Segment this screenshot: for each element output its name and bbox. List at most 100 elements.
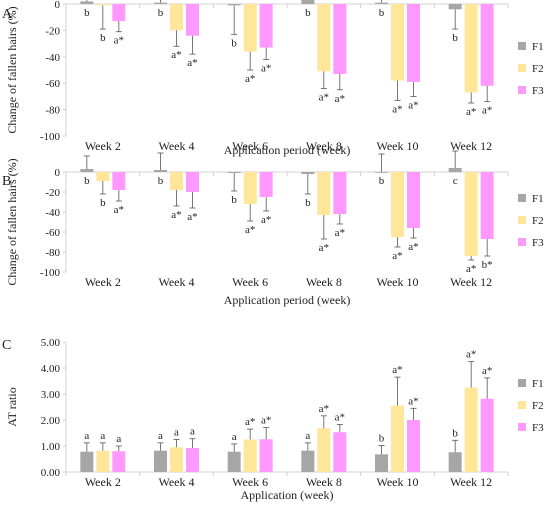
legend-swatch-f3 [518,423,526,431]
significance-label: a* [114,204,124,216]
legend-swatch-f3 [518,238,526,246]
bar-f2 [243,172,257,204]
legend-swatch-f1 [518,42,526,50]
panel-label: A [2,7,13,22]
category-label: Week 6 [232,139,268,153]
y-tick-label: -20 [45,25,60,37]
bar-f2 [96,172,110,181]
category-label: Week 12 [450,139,492,153]
legend-swatch-f2 [518,401,526,409]
bar-f2 [391,172,404,237]
bar-f2 [464,387,478,472]
legend-swatch-f2 [518,64,526,72]
category-label: Week 12 [450,475,492,489]
bar-f3 [333,172,347,214]
category-label: Week 4 [158,275,194,289]
bar-f2 [170,4,183,31]
y-axis-label: Change of fallen hairs (%) [5,158,19,285]
y-tick-label: 0 [55,0,61,11]
significance-label: a* [392,250,402,262]
category-label: Week 2 [85,275,121,289]
category-label: Week 10 [376,275,418,289]
bar-f1 [448,452,462,472]
bar-f3 [480,4,494,86]
significance-label: b [158,175,164,187]
significance-label: a [84,430,89,442]
x-axis-label: Application period (week) [224,143,351,157]
significance-label: a* [392,364,402,376]
significance-label: a* [245,224,255,236]
significance-label: a* [261,214,271,226]
significance-label: a* [319,403,329,415]
significance-label: a* [245,73,255,85]
significance-label: b [158,7,164,19]
y-tick-label: 4.00 [41,363,61,375]
significance-label: b [452,427,458,439]
bar-f3 [480,398,494,472]
category-label: Week 4 [158,139,194,153]
panel-label: B [2,174,11,189]
y-tick-label: 3.00 [41,389,61,401]
bar-f3 [259,439,273,472]
legend-label: F1 [532,41,544,53]
significance-label: a* [408,395,418,407]
y-axis-label: AT ratio [5,387,19,426]
significance-label: a [116,433,121,445]
y-tick-label: -100 [40,267,61,279]
bar-f1 [375,2,388,4]
legend-swatch-f2 [518,216,526,224]
bar-f1 [227,172,241,173]
bar-f3 [480,172,494,239]
legend-swatch-f3 [518,86,526,94]
significance-label: b [305,197,311,209]
y-tick-label: -60 [45,78,60,90]
significance-label: a* [466,263,476,275]
significance-label: a* [187,57,197,69]
legend-label: F3 [532,237,544,249]
bar-f3 [112,172,126,190]
bar-f3 [333,4,347,74]
significance-label: a* [319,242,329,254]
significance-label: a* [335,227,345,239]
y-tick-label: 0 [55,167,61,179]
bar-f1 [301,450,315,472]
significance-label: a* [408,241,418,253]
bar-f2 [243,439,257,472]
significance-label: a [158,430,163,442]
bar-f3 [186,172,199,192]
category-label: Week 10 [376,475,418,489]
significance-label: a [100,430,105,442]
category-label: Week 2 [85,139,121,153]
legend-swatch-f1 [518,194,526,202]
significance-label: a* [392,103,402,115]
bar-f3 [112,4,126,22]
y-tick-label: -40 [45,207,60,219]
category-label: Week 6 [232,275,268,289]
legend-label: F2 [532,63,544,75]
y-tick-label: 0.00 [41,467,61,479]
significance-label: b [379,175,385,187]
significance-label: b [452,32,458,44]
y-tick-label: -20 [45,187,60,199]
significance-label: b [379,7,385,19]
significance-label: a* [466,106,476,118]
significance-label: a* [171,209,181,221]
bar-f1 [301,0,315,4]
bar-f1 [80,1,94,4]
bar-f2 [96,450,110,472]
bar-f2 [464,4,478,93]
y-tick-label: -80 [45,247,60,259]
y-tick-label: 1.00 [41,441,61,453]
significance-label: b [231,37,237,49]
significance-label: a* [261,415,271,427]
category-label: Week 2 [85,475,121,489]
bar-f2 [170,447,183,472]
significance-label: b [84,175,90,187]
significance-label: a* [114,35,124,47]
bar-f2 [317,172,331,215]
y-tick-label: -100 [40,131,61,143]
bar-f1 [227,4,241,6]
significance-label: a* [261,62,271,74]
y-tick-label: 2.00 [41,415,61,427]
bar-f2 [391,4,404,81]
